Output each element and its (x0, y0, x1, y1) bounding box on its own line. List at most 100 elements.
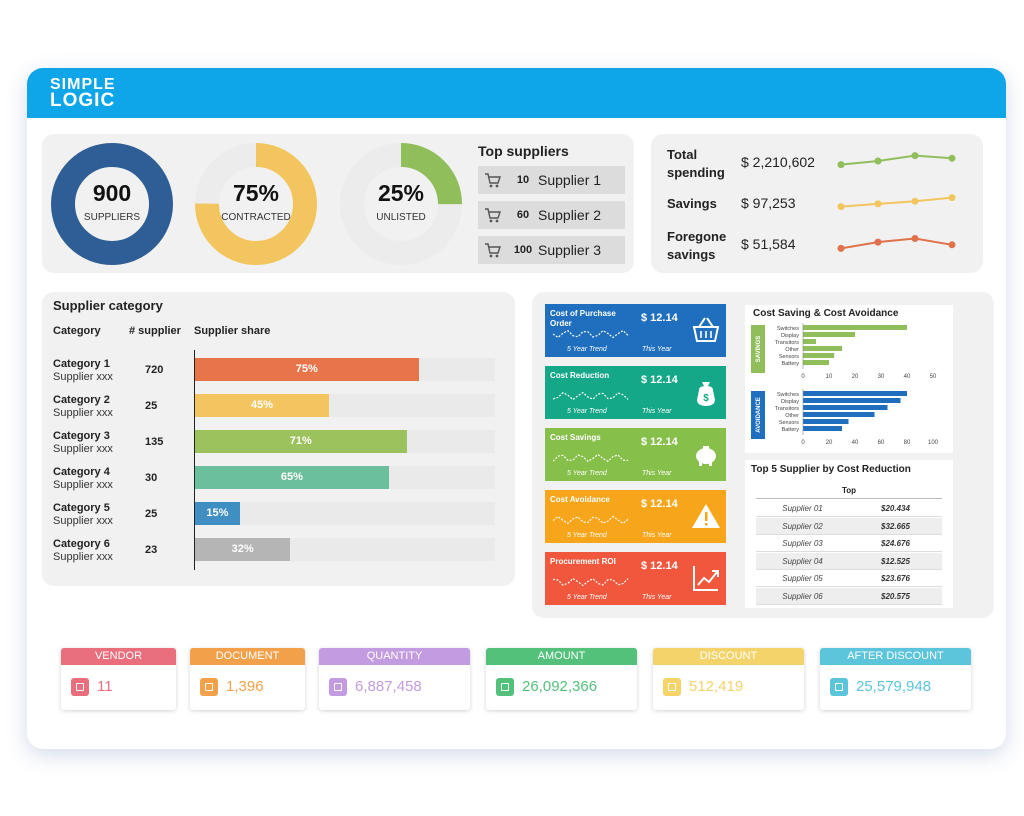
supplier-count: 10 (516, 174, 530, 186)
cart-icon (485, 173, 501, 188)
summary-card-label: DOCUMENT (190, 648, 305, 665)
category-supplier-count: 25 (145, 400, 158, 412)
kpi-suppliers-value: 900 (92, 180, 132, 206)
spend-trend-line (837, 152, 956, 169)
value-cell: $24.676 (881, 539, 910, 548)
supplier-name: Supplier 2 (538, 207, 602, 223)
top-supplier-row[interactable]: 10 Supplier 1 (478, 166, 625, 194)
basket-icon (692, 317, 720, 342)
sparkline (553, 453, 629, 463)
axis-tick-label: 40 (904, 374, 911, 380)
axis-tick-label: 20 (826, 440, 833, 446)
cost-tile[interactable]: Procurement ROI $ 12.14 5 Year Trend This Y… (545, 552, 726, 605)
donut-arc (51, 143, 173, 265)
trend-point (911, 235, 919, 242)
category-supplier-count: 720 (145, 364, 164, 376)
bar-track (195, 502, 495, 525)
summary-card-vendor[interactable]: VENDOR 11 (61, 648, 176, 710)
axis-tick-label: 10 (826, 374, 833, 380)
cost-tile-trend-label: 5 Year Trend (567, 408, 607, 415)
summary-card-document[interactable]: DOCUMENT 1,396 (190, 648, 305, 710)
share-bar: 45% (195, 394, 330, 417)
value-cell: $12.525 (881, 556, 910, 566)
table-row[interactable]: Supplier 05 $23.676 (756, 570, 942, 587)
table-row[interactable]: Supplier 03 $24.676 (756, 535, 942, 552)
category-row[interactable]: Category 1 Supplier xxx 720 75% (53, 356, 503, 386)
chart-bar (803, 398, 901, 403)
summary-card-quantity[interactable]: QUANTITY 6,887,458 (319, 648, 470, 710)
supplier-cell: Supplier 01 (782, 504, 823, 513)
kpi-contracted-value: 75% (232, 180, 280, 206)
supplier-cell: Supplier 02 (782, 521, 823, 531)
trend-point (874, 238, 882, 246)
trend-point (948, 154, 956, 162)
warning-icon (692, 504, 720, 528)
chart-bar (803, 391, 907, 396)
summary-card-amount[interactable]: AMOUNT 26,092,366 (486, 648, 637, 710)
top-supplier-row[interactable]: 60 Supplier 2 (478, 201, 625, 229)
summary-card-discount[interactable]: DISCOUNT 512,419 (653, 648, 804, 710)
cost-tile[interactable]: Cost of Purchase Order $ 12.14 5 Year Tren… (545, 304, 726, 357)
trend-point (948, 194, 956, 202)
spend-label: Total spending (667, 147, 725, 180)
category-subtitle: Supplier xxx (53, 479, 113, 491)
axis-tick-label: 60 (878, 440, 885, 446)
category-tick-label: Battery (782, 427, 800, 433)
column-header-share: Supplier share (194, 325, 271, 337)
summary-card-label: DISCOUNT (653, 648, 804, 665)
category-name: Category 1 (53, 358, 110, 370)
axis-tick-label: 50 (930, 374, 937, 380)
axis-tick-label: 0 (801, 374, 805, 380)
category-row[interactable]: Category 4 Supplier xxx 30 65% (53, 464, 503, 494)
table-row[interactable]: Supplier 02 $32.665 (756, 517, 942, 535)
donut-ring-0 (51, 143, 173, 265)
gear-icon (830, 678, 848, 696)
table-row[interactable]: Supplier 01 $20.434 (756, 500, 942, 517)
supplier-cell: Supplier 06 (782, 591, 823, 601)
chart-side-label-bg (751, 391, 765, 439)
table-row[interactable]: Supplier 04 $12.525 (756, 552, 942, 570)
category-subtitle: Supplier xxx (53, 371, 113, 383)
brand-logo[interactable]: SIMPLE LOGIC (50, 77, 116, 111)
category-supplier-count: 135 (145, 436, 164, 448)
chart-side-label-bg (751, 325, 765, 373)
value-cell: $20.575 (881, 591, 910, 601)
value-cell: $32.665 (881, 521, 910, 531)
basket-icon (329, 678, 347, 696)
kpi-contracted-caption: CONTRACTED (221, 212, 291, 223)
document-icon (200, 678, 218, 696)
cost-tile[interactable]: Cost Savings $ 12.14 5 Year Trend This Year (545, 428, 726, 481)
category-tick-label: Switches (777, 326, 799, 332)
summary-card-value: 512,419 (689, 678, 744, 695)
brand-line-2: LOGIC (50, 90, 116, 111)
category-supplier-count: 23 (145, 544, 158, 556)
top-supplier-row[interactable]: 100 Supplier 3 (478, 236, 625, 264)
category-row[interactable]: Category 2 Supplier xxx 25 45% (53, 392, 503, 422)
chart-bar (803, 332, 855, 337)
donut-ring-2 (340, 143, 462, 265)
category-tick-label: Battery (782, 361, 800, 367)
money-bag-icon: $ (697, 382, 715, 406)
category-tick-label: Sensors (779, 354, 799, 360)
summary-card-after-discount[interactable]: AFTER DISCOUNT 25,579,948 (820, 648, 971, 710)
spend-amount: $ 97,253 (741, 195, 796, 211)
axis-tick-label: 40 (852, 440, 859, 446)
cart-icon (485, 243, 501, 258)
category-row[interactable]: Category 3 Supplier xxx 135 71% (53, 428, 503, 458)
spend-row-total: Total spending $ 2,210,602 (661, 144, 971, 184)
chart-bar (803, 360, 829, 365)
cost-tile[interactable]: Cost Reduction $ 12.14 5 Year Trend This Ye… (545, 366, 726, 419)
summary-card-value: 6,887,458 (355, 678, 422, 695)
category-row[interactable]: Category 6 Supplier xxx 23 32% (53, 536, 503, 566)
top5-header: Top (756, 482, 942, 499)
category-tick-label: Other (785, 347, 799, 353)
kpi-unlisted-donut: 25% UNLISTED (339, 142, 463, 266)
table-row[interactable]: Supplier 06 $20.575 (756, 587, 942, 605)
dashboard-window: SIMPLE LOGIC 900 SUPPLIERS 75% CONTRACTE… (27, 68, 1006, 749)
cost-tile[interactable]: Cost Avoidance $ 12.14 5 Year Trend This Ye… (545, 490, 726, 543)
kpi-suppliers-donut: 900 SUPPLIERS (50, 142, 174, 266)
cost-tile-trend-label: 5 Year Trend (567, 594, 607, 601)
category-name: Category 6 (53, 538, 110, 550)
category-row[interactable]: Category 5 Supplier xxx 25 15% (53, 500, 503, 530)
chart-bar (803, 412, 875, 417)
